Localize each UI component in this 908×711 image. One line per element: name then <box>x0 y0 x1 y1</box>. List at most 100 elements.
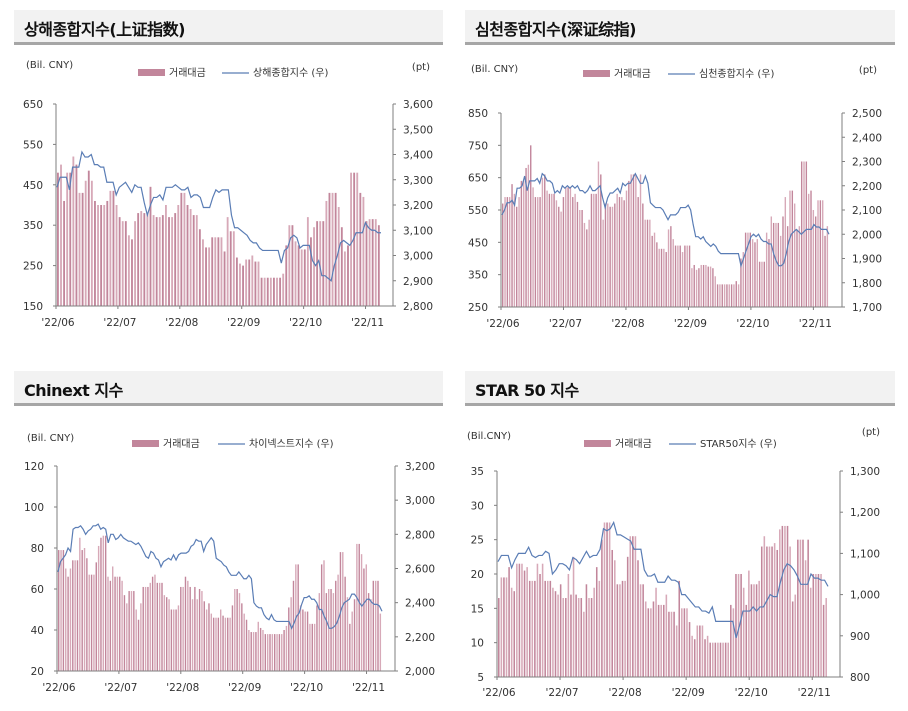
volume-bar <box>782 216 784 307</box>
volume-bar <box>751 239 754 307</box>
volume-bar <box>316 605 318 671</box>
volume-bar <box>776 549 778 677</box>
volume-bar <box>252 632 255 671</box>
volume-bar <box>128 591 130 671</box>
volume-bar <box>656 242 658 307</box>
volume-bar <box>220 609 222 671</box>
right-tick-label: 1,300 <box>850 466 880 478</box>
volume-bar <box>825 598 827 677</box>
volume-bar <box>559 584 562 677</box>
volume-bar <box>590 598 593 677</box>
volume-bar <box>670 226 672 307</box>
volume-bar <box>714 276 716 307</box>
volume-bar <box>187 580 189 671</box>
volume-bar <box>675 625 678 677</box>
volume-bar <box>259 627 262 671</box>
volume-bar <box>322 221 325 306</box>
volume-bar <box>90 180 93 306</box>
volume-bar <box>755 584 758 677</box>
volume-bar <box>665 594 668 677</box>
x-tick-label: '22/11 <box>798 687 831 699</box>
volume-bar <box>509 197 511 307</box>
chart-title: 심천종합지수(深证综指) <box>475 20 636 39</box>
left-tick-label: 250 <box>468 302 488 314</box>
right-tick-label: 3,500 <box>403 124 433 136</box>
volume-bar <box>97 205 99 306</box>
right-tick-label: 1,000 <box>850 590 880 602</box>
legend-line-label: 상해종합지수 (우) <box>253 66 328 79</box>
volume-bar <box>174 213 177 306</box>
volume-bar <box>758 261 761 307</box>
right-tick-label: 2,200 <box>852 181 882 193</box>
volume-bar <box>531 580 534 677</box>
volume-bar <box>728 284 730 307</box>
right-tick-label: 2,800 <box>405 529 435 541</box>
volume-bar <box>672 239 674 307</box>
volume-bar <box>281 634 283 671</box>
volume-bar <box>526 567 528 677</box>
volume-bar <box>334 192 337 306</box>
volume-bar <box>537 197 539 307</box>
volume-bar <box>579 210 581 307</box>
volume-bar <box>624 580 626 677</box>
volume-bar <box>201 591 203 671</box>
volume-bar <box>602 219 604 307</box>
volume-bar <box>528 580 531 677</box>
volume-bar <box>553 193 555 307</box>
right-tick-label: 1,100 <box>850 548 880 560</box>
volume-bar <box>245 619 248 671</box>
volume-bar <box>552 587 554 677</box>
volume-bar <box>677 245 679 307</box>
volume-bar <box>711 642 714 677</box>
volume-bar <box>500 577 503 677</box>
volume-bar <box>565 187 567 307</box>
legend-bar-swatch <box>584 440 611 447</box>
x-tick-label: '22/07 <box>103 317 136 329</box>
volume-bar <box>740 574 742 677</box>
volume-bar <box>266 277 269 306</box>
volume-bar <box>161 215 164 306</box>
volume-bar <box>565 598 567 677</box>
volume-bar <box>551 193 553 307</box>
volume-bar <box>590 193 593 307</box>
volume-bar <box>541 563 544 677</box>
volume-bar <box>520 180 523 307</box>
volume-bar <box>343 251 346 306</box>
legend-bar-swatch <box>138 69 165 76</box>
volume-bar <box>644 219 646 307</box>
x-tick-label: '22/10 <box>290 682 323 694</box>
volume-bar <box>701 625 704 677</box>
volume-bar <box>821 200 824 307</box>
volume-bar <box>239 263 241 306</box>
volume-bar <box>255 632 257 671</box>
volume-bar <box>367 593 370 671</box>
volume-bar <box>679 245 681 307</box>
legend-bar-label: 거래대금 <box>615 438 652 450</box>
volume-bar <box>198 229 201 306</box>
volume-bar <box>766 546 768 677</box>
volume-bar <box>313 623 316 671</box>
volume-bar <box>210 613 213 671</box>
volume-bar <box>299 605 302 671</box>
volume-bar <box>57 172 59 306</box>
left-tick-label: 650 <box>468 173 488 185</box>
volume-bar <box>644 601 647 677</box>
volume-bar <box>742 587 745 677</box>
legend-bar-label: 거래대금 <box>169 67 206 79</box>
x-tick-label: '22/06 <box>41 317 74 329</box>
x-tick-label: '22/10 <box>289 317 322 329</box>
volume-bar <box>598 580 601 677</box>
volume-bar <box>147 586 149 671</box>
volume-bar <box>130 591 133 671</box>
volume-bar <box>732 608 735 677</box>
chart-title: 상해종합지수(上证指数) <box>24 20 185 39</box>
volume-bar <box>78 192 81 306</box>
volume-bar <box>518 197 520 307</box>
volume-bar <box>152 215 155 306</box>
volume-bar <box>799 539 802 677</box>
volume-bar <box>186 205 189 306</box>
index-line <box>497 520 829 639</box>
right-tick-label: 3,600 <box>403 99 433 111</box>
volume-bar <box>749 232 751 307</box>
volume-bar <box>300 249 303 306</box>
